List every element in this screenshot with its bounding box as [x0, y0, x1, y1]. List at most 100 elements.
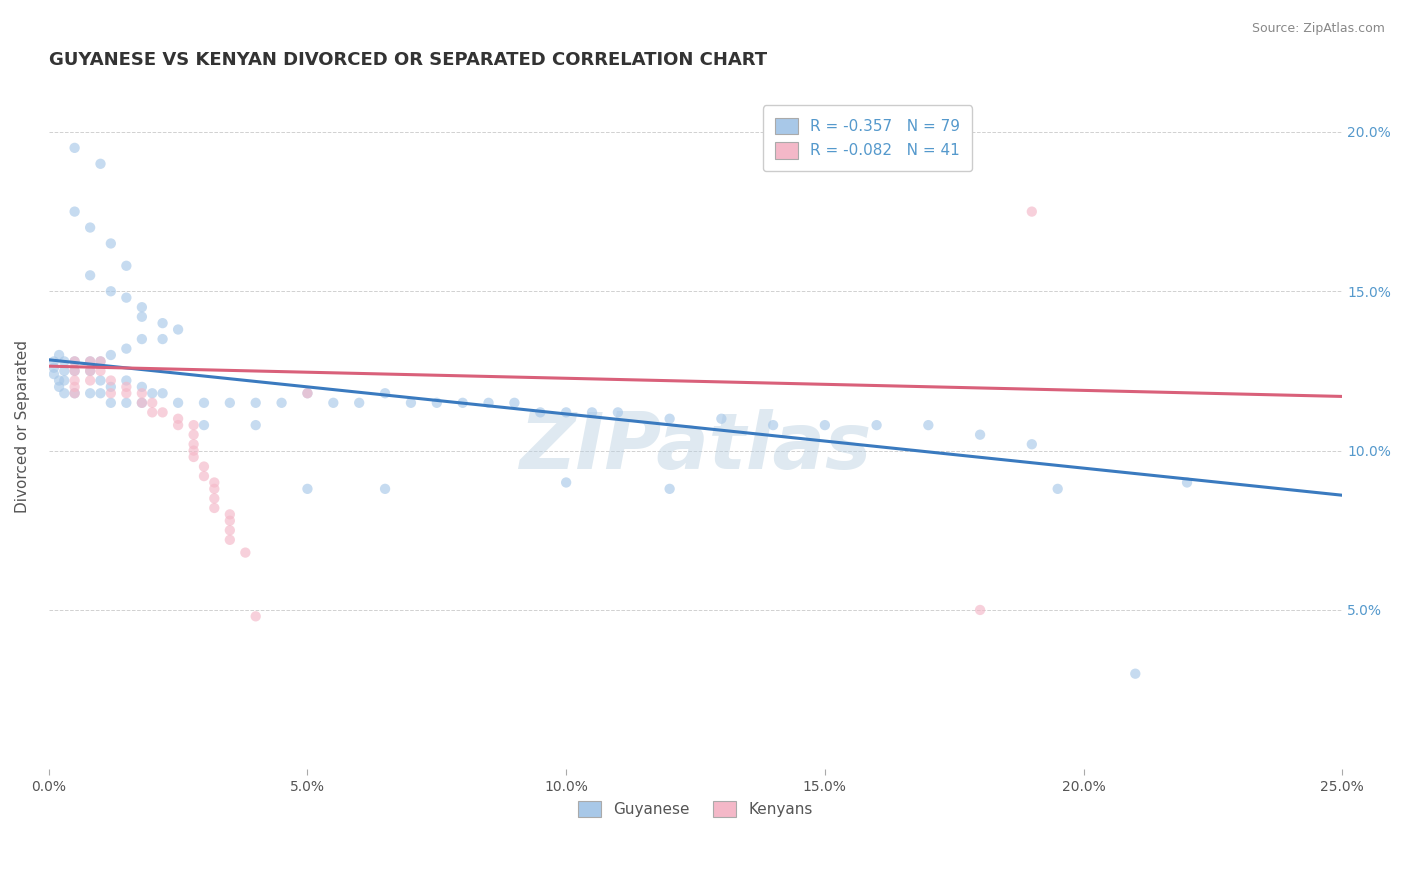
Point: [347, 396, 370, 410]
Point: [555, 475, 578, 490]
Point: [79, 220, 101, 235]
Point: [969, 427, 991, 442]
Point: [183, 418, 205, 433]
Point: [79, 364, 101, 378]
Point: [79, 354, 101, 368]
Point: [581, 405, 603, 419]
Point: [235, 546, 257, 560]
Point: [100, 386, 122, 401]
Point: [42, 360, 65, 375]
Point: [63, 204, 86, 219]
Point: [115, 374, 138, 388]
Point: [193, 396, 215, 410]
Point: [63, 364, 86, 378]
Point: [658, 482, 681, 496]
Point: [202, 500, 225, 515]
Point: [152, 316, 174, 330]
Point: [218, 514, 240, 528]
Point: [63, 380, 86, 394]
Point: [183, 437, 205, 451]
Point: [115, 259, 138, 273]
Point: [131, 300, 153, 314]
Point: [297, 482, 319, 496]
Point: [131, 386, 153, 401]
Point: [555, 405, 578, 419]
Legend: Guyanese, Kenyans: Guyanese, Kenyans: [572, 795, 818, 823]
Point: [131, 380, 153, 394]
Point: [115, 380, 138, 394]
Point: [115, 291, 138, 305]
Point: [89, 364, 111, 378]
Point: [1021, 204, 1043, 219]
Point: [297, 386, 319, 401]
Point: [167, 411, 190, 425]
Text: GUYANESE VS KENYAN DIVORCED OR SEPARATED CORRELATION CHART: GUYANESE VS KENYAN DIVORCED OR SEPARATED…: [49, 51, 766, 69]
Point: [115, 342, 138, 356]
Point: [131, 310, 153, 324]
Point: [79, 386, 101, 401]
Point: [183, 427, 205, 442]
Point: [89, 354, 111, 368]
Point: [63, 364, 86, 378]
Point: [63, 374, 86, 388]
Point: [53, 364, 76, 378]
Point: [245, 396, 267, 410]
Point: [193, 469, 215, 483]
Point: [53, 354, 76, 368]
Point: [183, 450, 205, 464]
Point: [100, 396, 122, 410]
Point: [503, 396, 526, 410]
Point: [63, 354, 86, 368]
Text: Source: ZipAtlas.com: Source: ZipAtlas.com: [1251, 22, 1385, 36]
Point: [426, 396, 449, 410]
Point: [374, 386, 396, 401]
Point: [53, 374, 76, 388]
Point: [141, 396, 163, 410]
Point: [917, 418, 939, 433]
Point: [100, 380, 122, 394]
Point: [202, 491, 225, 506]
Point: [141, 386, 163, 401]
Point: [218, 396, 240, 410]
Point: [218, 508, 240, 522]
Point: [1123, 666, 1146, 681]
Point: [814, 418, 837, 433]
Point: [297, 386, 319, 401]
Point: [63, 141, 86, 155]
Point: [141, 405, 163, 419]
Point: [374, 482, 396, 496]
Point: [152, 332, 174, 346]
Point: [79, 354, 101, 368]
Point: [322, 396, 344, 410]
Point: [218, 523, 240, 537]
Point: [131, 396, 153, 410]
Point: [48, 348, 70, 362]
Point: [48, 374, 70, 388]
Point: [193, 459, 215, 474]
Point: [245, 609, 267, 624]
Point: [710, 411, 733, 425]
Point: [167, 322, 190, 336]
Point: [115, 386, 138, 401]
Point: [1175, 475, 1198, 490]
Point: [451, 396, 474, 410]
Text: ZIPatlas: ZIPatlas: [519, 409, 872, 485]
Point: [762, 418, 785, 433]
Point: [202, 482, 225, 496]
Point: [167, 396, 190, 410]
Point: [53, 386, 76, 401]
Point: [152, 405, 174, 419]
Point: [79, 374, 101, 388]
Point: [865, 418, 887, 433]
Point: [477, 396, 499, 410]
Point: [658, 411, 681, 425]
Point: [202, 475, 225, 490]
Point: [969, 603, 991, 617]
Point: [89, 354, 111, 368]
Point: [1021, 437, 1043, 451]
Point: [100, 374, 122, 388]
Point: [89, 374, 111, 388]
Point: [131, 332, 153, 346]
Point: [1046, 482, 1069, 496]
Point: [89, 386, 111, 401]
